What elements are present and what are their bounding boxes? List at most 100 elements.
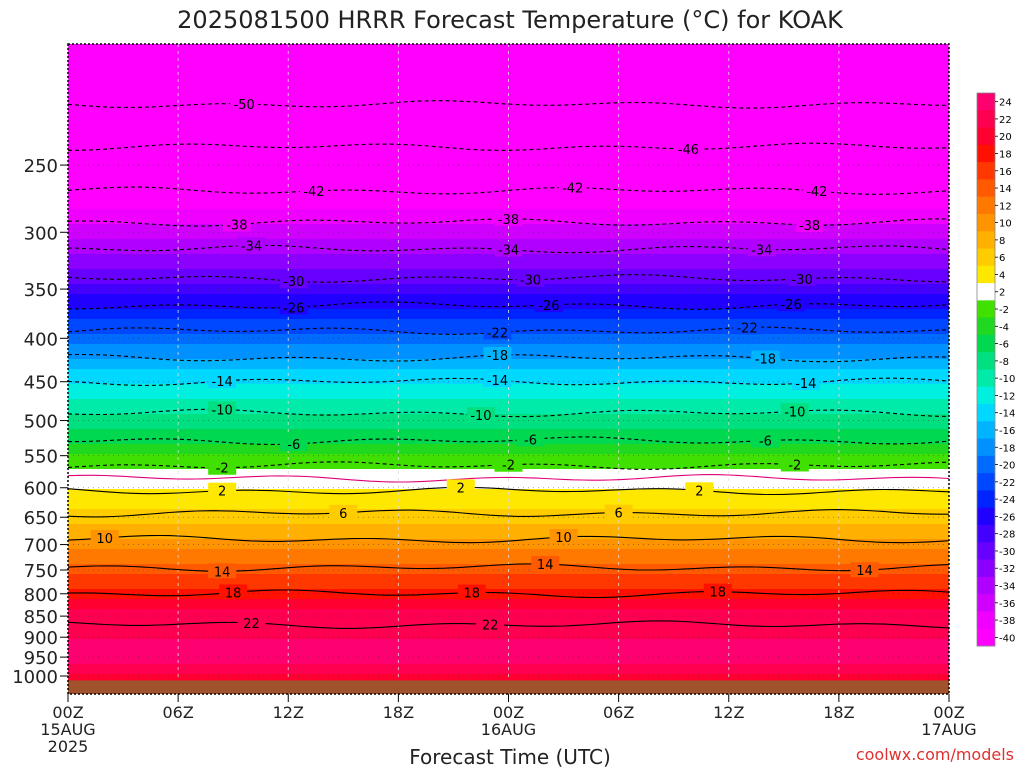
colorbar-label: 2 bbox=[999, 288, 1005, 299]
isotherm-label: -34 bbox=[498, 244, 519, 259]
colorbar-swatch bbox=[977, 283, 995, 301]
isotherm-label-bg bbox=[703, 583, 732, 599]
temperature-band bbox=[68, 159, 949, 165]
colorbar-swatch bbox=[977, 507, 995, 526]
isotherm-label: -42 bbox=[562, 182, 583, 197]
x-axis-label: Forecast Time (UTC) bbox=[409, 745, 611, 768]
colorbar-label: -34 bbox=[999, 582, 1015, 593]
isotherm-22-line bbox=[68, 620, 949, 629]
isotherm-6-line bbox=[68, 509, 949, 518]
colorbar-label: 14 bbox=[999, 184, 1012, 195]
isotherm-label: 6 bbox=[339, 507, 347, 522]
colorbar-swatch bbox=[977, 525, 995, 543]
isotherm-label: 18 bbox=[464, 587, 481, 602]
isotherm-label: 18 bbox=[225, 586, 242, 601]
colorbar-swatch bbox=[977, 110, 995, 128]
temperature-band bbox=[68, 279, 949, 285]
isotherm-label-bg bbox=[549, 529, 578, 545]
colorbar-label: 6 bbox=[999, 253, 1005, 264]
isotherm-label: -22 bbox=[736, 321, 757, 336]
isotherm-label: 10 bbox=[555, 531, 572, 546]
colorbar-label: 18 bbox=[999, 149, 1012, 160]
colorbar-label: 16 bbox=[999, 167, 1012, 178]
pressure-tick-label: 500 bbox=[24, 412, 58, 433]
temperature-band bbox=[68, 144, 949, 150]
isotherm-label: -38 bbox=[226, 219, 247, 234]
isotherm-label-bg bbox=[531, 556, 560, 572]
temperature-band bbox=[68, 489, 949, 495]
colorbar-swatch bbox=[977, 404, 995, 422]
isotherm-label-bg bbox=[208, 459, 237, 475]
time-tick-label: 06Z bbox=[162, 703, 193, 722]
isotherm-label-bg bbox=[90, 529, 119, 545]
isotherm-label: 6 bbox=[614, 507, 622, 522]
isotherm-minus46-line bbox=[68, 142, 949, 151]
colorbar-label: -30 bbox=[999, 547, 1015, 558]
isotherm-label: 14 bbox=[537, 558, 554, 573]
temperature-band bbox=[68, 599, 949, 605]
time-tick-label: 16AUG bbox=[481, 720, 536, 739]
colorbar-label: 4 bbox=[999, 270, 1005, 281]
isotherm-label: -18 bbox=[487, 349, 508, 364]
time-tick-label: 18Z bbox=[383, 703, 414, 722]
isotherm-label: 22 bbox=[243, 617, 260, 632]
colorbar-swatch bbox=[977, 127, 995, 146]
isotherm-label: -14 bbox=[487, 374, 508, 389]
colorbar-swatch bbox=[977, 162, 995, 180]
isotherm-label: 2 bbox=[457, 481, 465, 496]
isotherm-label: -42 bbox=[303, 185, 324, 200]
colorbar-swatch bbox=[977, 93, 995, 111]
time-tick-label: 06Z bbox=[603, 703, 634, 722]
colorbar-label: 22 bbox=[999, 115, 1012, 126]
isotherm-label-bg bbox=[516, 271, 545, 287]
colorbar-swatch bbox=[977, 317, 995, 336]
isotherm-label-bg bbox=[751, 432, 780, 448]
colorbar-label: -28 bbox=[999, 530, 1015, 541]
isotherm-minus42-line bbox=[68, 186, 949, 195]
isotherm-label-bg bbox=[780, 456, 809, 472]
isotherm-label-bg bbox=[494, 210, 523, 226]
colorbar-swatch bbox=[977, 196, 995, 215]
isotherm-label: -22 bbox=[487, 327, 508, 342]
isotherm-label: -34 bbox=[241, 239, 262, 254]
colorbar-swatch bbox=[977, 213, 995, 232]
pressure-tick-label: 900 bbox=[24, 628, 58, 649]
colorbar-swatch bbox=[977, 628, 995, 647]
temperature-band bbox=[68, 164, 949, 170]
colorbar-swatch bbox=[977, 576, 995, 595]
colorbar-label: -36 bbox=[999, 599, 1015, 610]
colorbar-label: -2 bbox=[999, 305, 1009, 316]
colorbar-frame bbox=[976, 92, 996, 647]
pressure-tick-label: 250 bbox=[24, 156, 58, 177]
isotherm-label: -14 bbox=[212, 375, 233, 390]
colorbar-label: -6 bbox=[999, 340, 1009, 351]
temperature-band bbox=[68, 594, 949, 600]
colorbar-label: -10 bbox=[999, 374, 1015, 385]
temperature-band bbox=[68, 444, 949, 450]
colorbar-label: 20 bbox=[999, 132, 1012, 143]
isotherm-label-bg bbox=[483, 372, 512, 388]
colorbar-label: -14 bbox=[999, 409, 1015, 420]
pressure-tick-label: 650 bbox=[24, 508, 58, 529]
colorbar-swatch bbox=[977, 265, 995, 284]
colorbar-swatch bbox=[977, 594, 995, 612]
isotherm-label: 2 bbox=[218, 485, 226, 500]
plot-area: -50-46-42 -42 -42-38 -38 -38-34 -34 -34-30 -30-… bbox=[68, 44, 949, 694]
isotherm-label-bg bbox=[483, 324, 512, 340]
temperature-band bbox=[68, 124, 949, 130]
isotherm-label-bg bbox=[466, 407, 495, 423]
colorbar-swatch bbox=[977, 386, 995, 405]
temperature-band bbox=[68, 74, 949, 80]
temperature-band bbox=[68, 269, 949, 275]
isotherm-label-bg bbox=[329, 504, 358, 520]
time-tick-label: 2025 bbox=[48, 737, 89, 756]
isotherm-label-bg bbox=[516, 431, 545, 447]
colorbar: 24 22 20 18 16 14 12 10 8 6 4 2 -2 -4 -6 -8 -10 -12 -14 -16… bbox=[976, 92, 1015, 647]
temperature-band bbox=[68, 94, 949, 100]
temperature-band bbox=[68, 69, 949, 75]
isotherm-label-bg bbox=[230, 95, 259, 111]
temperature-band bbox=[68, 584, 949, 590]
temperature-band bbox=[68, 424, 949, 430]
temperature-band bbox=[68, 649, 949, 655]
